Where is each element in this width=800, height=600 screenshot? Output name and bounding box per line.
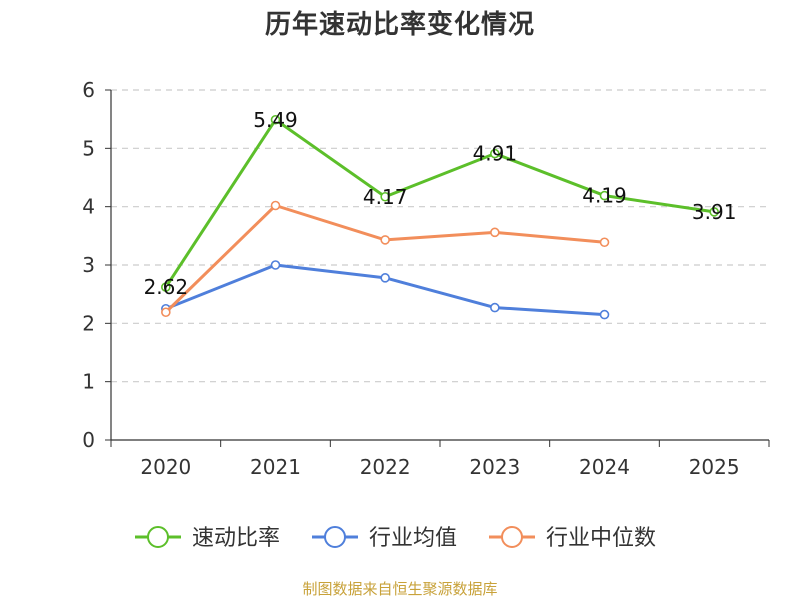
legend-label: 行业中位数	[546, 526, 656, 551]
data-point	[161, 307, 171, 318]
legend-marker	[501, 526, 523, 548]
x-tick-label: 2025	[689, 455, 740, 479]
axes: 0 1 2 3 4 5 6 2020 2021 2022 2023 2024 2025	[82, 78, 770, 479]
data-point	[490, 227, 500, 238]
y-tick-label: 6	[82, 78, 95, 102]
data-point	[709, 207, 719, 217]
data-label: 4.91	[473, 142, 518, 166]
data-point	[599, 190, 610, 201]
data-labels: 2.62 5.49 4.17 4.91 4.19 3.91	[144, 108, 737, 299]
x-tick-label: 2024	[579, 455, 630, 479]
data-point	[380, 235, 390, 245]
data-label: 4.17	[363, 185, 408, 209]
data-point	[380, 273, 390, 283]
data-label: 2.62	[144, 275, 189, 299]
series-line-2	[165, 263, 605, 317]
x-tick-label: 2022	[360, 455, 411, 479]
legend-label: 行业均值	[369, 526, 457, 551]
x-tick-label: 2020	[140, 455, 191, 479]
series-layer	[161, 114, 719, 320]
data-label: 4.19	[582, 184, 627, 208]
data-point	[270, 260, 281, 270]
chart-title: 历年速动比率变化情况	[264, 10, 535, 40]
x-tick-label: 2023	[469, 455, 520, 479]
y-tick-label: 3	[82, 253, 95, 277]
legend: 速动比率 行业均值 行业中位数	[135, 526, 656, 551]
y-tick-label: 0	[82, 428, 95, 452]
data-label: 3.91	[692, 200, 737, 224]
y-tick-label: 2	[82, 311, 95, 335]
y-tick-label: 1	[82, 370, 95, 394]
legend-marker	[324, 526, 346, 548]
legend-label: 速动比率	[192, 526, 280, 551]
data-point	[270, 114, 281, 125]
data-point	[599, 237, 610, 248]
legend-marker	[147, 526, 169, 548]
data-point	[490, 302, 500, 313]
series-line-1	[164, 118, 715, 288]
data-label: 5.49	[253, 108, 298, 132]
y-tick-label: 5	[82, 136, 95, 160]
data-point	[161, 282, 171, 292]
data-point	[380, 191, 390, 202]
data-point	[599, 309, 610, 320]
source-note: 制图数据来自恒生聚源数据库	[302, 580, 498, 598]
data-point	[490, 148, 500, 159]
data-point	[270, 200, 281, 211]
y-tick-label: 4	[82, 195, 95, 219]
series-line-3	[164, 204, 605, 314]
x-tick-label: 2021	[250, 455, 301, 479]
